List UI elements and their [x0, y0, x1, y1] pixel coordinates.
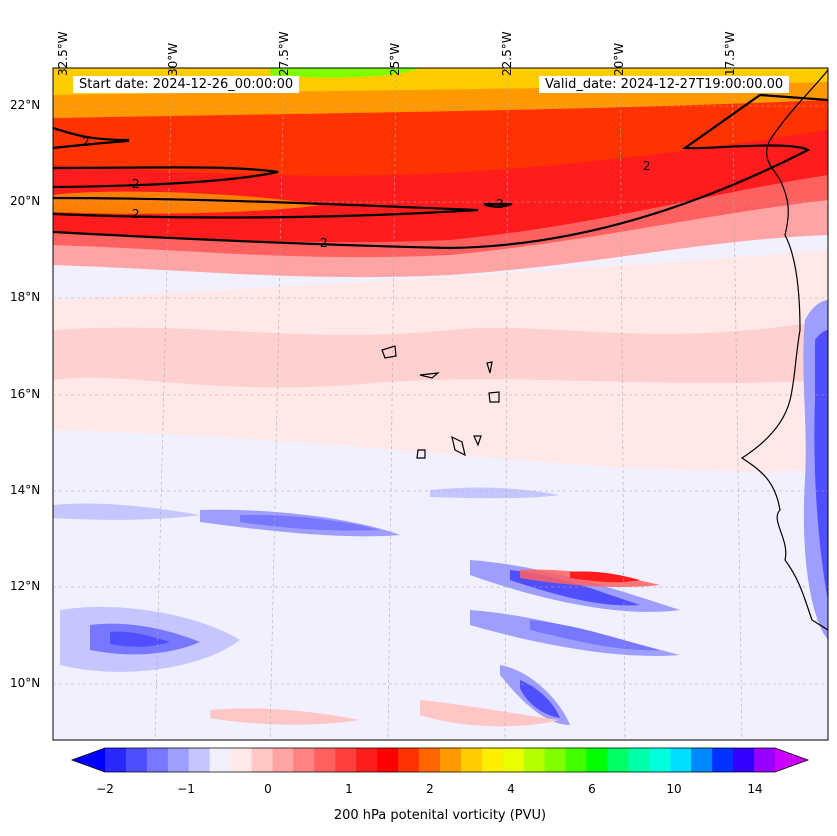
colorbar-extend-low [72, 748, 105, 772]
colorbar-label: 200 hPa potenital vorticity (PVU) [333, 808, 547, 823]
colorbar-segment [607, 748, 629, 772]
colorbar-segment [209, 748, 232, 772]
colorbar-segment [712, 748, 734, 772]
colorbar-outline [70, 747, 810, 773]
contour-labels: 2 2 2 2 2 2 [82, 135, 651, 250]
colorbar-segment [544, 748, 567, 772]
valid-date-label: Valid_date: 2024-12-27T19:00:00.00 [539, 76, 790, 93]
colorbar-segment [586, 748, 608, 772]
colorbar-segment [670, 748, 692, 772]
colorbar-extend-high [775, 748, 808, 772]
lat-label: 22°N [10, 98, 41, 112]
colorbar-tick-label: −1 [177, 782, 195, 796]
lat-label: 12°N [10, 579, 41, 593]
graticule [53, 68, 828, 740]
contour-label: 2 [132, 177, 140, 191]
colorbar-segment [272, 748, 294, 772]
pv-field [53, 68, 828, 740]
colorbar-tick-label: 10 [666, 782, 682, 796]
colorbar-segment [230, 748, 253, 772]
colorbar-segment [398, 748, 420, 772]
contour-label: 2 [82, 135, 90, 149]
colorbar-segment [105, 748, 127, 772]
colorbar-tick-label: 4 [507, 782, 515, 796]
colorbar-tick-label: 14 [747, 782, 763, 796]
colorbar-segment [146, 748, 169, 772]
colorbar-segment [293, 748, 315, 772]
lon-label: 17.5°W [723, 31, 737, 76]
colorbar-segment [460, 748, 483, 772]
colorbar-segment [754, 748, 776, 772]
start-date-label: Start date: 2024-12-26_00:00:00 [73, 76, 300, 93]
colorbar-segment [335, 748, 357, 772]
colorbar-segment [628, 748, 650, 772]
lat-label: 16°N [10, 387, 41, 401]
pv-2-contours [53, 93, 828, 250]
colorbar-segment [523, 748, 546, 772]
contour-label: 2 [643, 159, 651, 173]
colorbar-segment [440, 748, 462, 772]
colorbar-tick-label: 1 [345, 782, 353, 796]
colorbar-tick-label: 0 [264, 782, 272, 796]
colorbar-segment [251, 748, 273, 772]
colorbar-segment [419, 748, 441, 772]
colorbar-segment [649, 748, 671, 772]
lat-label: 20°N [10, 194, 41, 208]
lon-label: 27.5°W [277, 31, 291, 76]
map-frame [52, 67, 829, 741]
lon-label: 30°W [166, 42, 180, 76]
colorbar-segment [167, 748, 190, 772]
colorbar-segment [188, 748, 211, 772]
colorbar-segment [733, 748, 755, 772]
lon-label: 22.5°W [500, 31, 514, 76]
lat-label: 14°N [10, 483, 41, 497]
contour-label: 2 [132, 207, 140, 221]
lon-label: 20°W [612, 42, 626, 76]
lon-label: 25°W [388, 42, 402, 76]
lon-label: 32.5°W [56, 31, 70, 76]
colorbar-segment [565, 748, 588, 772]
colorbar-segment [377, 748, 399, 772]
colorbar [70, 747, 810, 773]
colorbar-segment [125, 748, 148, 772]
colorbar-segment [314, 748, 336, 772]
colorbar-segment [691, 748, 713, 772]
colorbar-segment [356, 748, 378, 772]
colorbar-segment [481, 748, 504, 772]
colorbar-tick-label: −2 [96, 782, 114, 796]
colorbar-tick-label: 2 [426, 782, 434, 796]
contour-label: 2 [496, 197, 504, 211]
lat-label: 10°N [10, 676, 41, 690]
coastline [381, 69, 828, 631]
colorbar-tick-label: 6 [588, 782, 596, 796]
colorbar-segment [502, 748, 525, 772]
contour-label: 2 [320, 236, 328, 250]
lat-label: 18°N [10, 290, 41, 304]
